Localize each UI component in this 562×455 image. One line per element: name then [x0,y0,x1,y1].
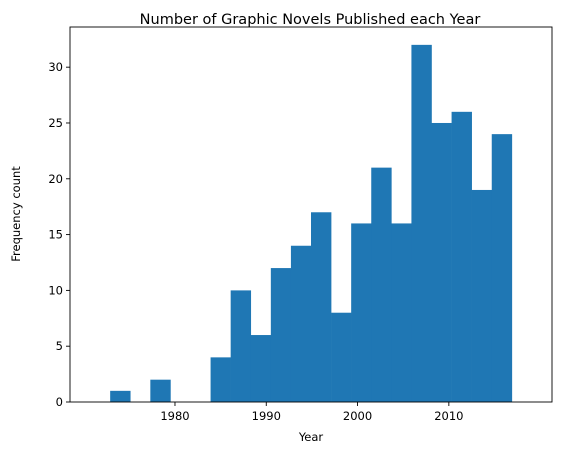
histogram-bar [110,390,131,402]
histogram-bar [491,134,513,402]
x-axis-label: Year [298,430,324,444]
x-tick-label: 1980 [160,409,189,423]
histogram-bar [150,379,171,402]
histogram-bar [270,268,292,402]
histogram-bar [230,290,252,402]
histogram-bar [431,122,452,402]
y-tick-label: 10 [48,283,63,297]
histogram-bar [391,223,412,402]
histogram-bar [351,223,372,402]
histogram-bar [250,335,272,402]
y-tick-label: 30 [48,60,63,74]
histogram-bar [411,44,432,403]
chart-title: Number of Graphic Novels Published each … [140,12,481,28]
histogram-bar [451,111,472,402]
x-tick-label: 1990 [252,409,281,423]
histogram-bar [210,357,231,402]
y-tick-label: 5 [56,339,63,353]
y-tick-label: 20 [48,172,63,186]
y-tick-label: 25 [48,116,63,130]
y-tick-label: 0 [56,395,63,409]
histogram-bar [371,167,392,403]
y-tick-label: 15 [48,228,63,242]
y-axis-label: Frequency count [9,166,23,262]
x-axis-ticks: 1980 1990 2000 2010 [160,402,463,423]
x-tick-label: 2010 [434,409,463,423]
histogram-bar [311,212,332,402]
histogram-bar [290,245,312,402]
x-tick-label: 2000 [343,409,372,423]
plot-frame [69,26,553,403]
histogram-bar [471,189,493,402]
histogram-bar [331,312,352,402]
y-axis-ticks: 0 5 10 15 20 25 30 [48,60,70,409]
bars-group [110,44,513,403]
